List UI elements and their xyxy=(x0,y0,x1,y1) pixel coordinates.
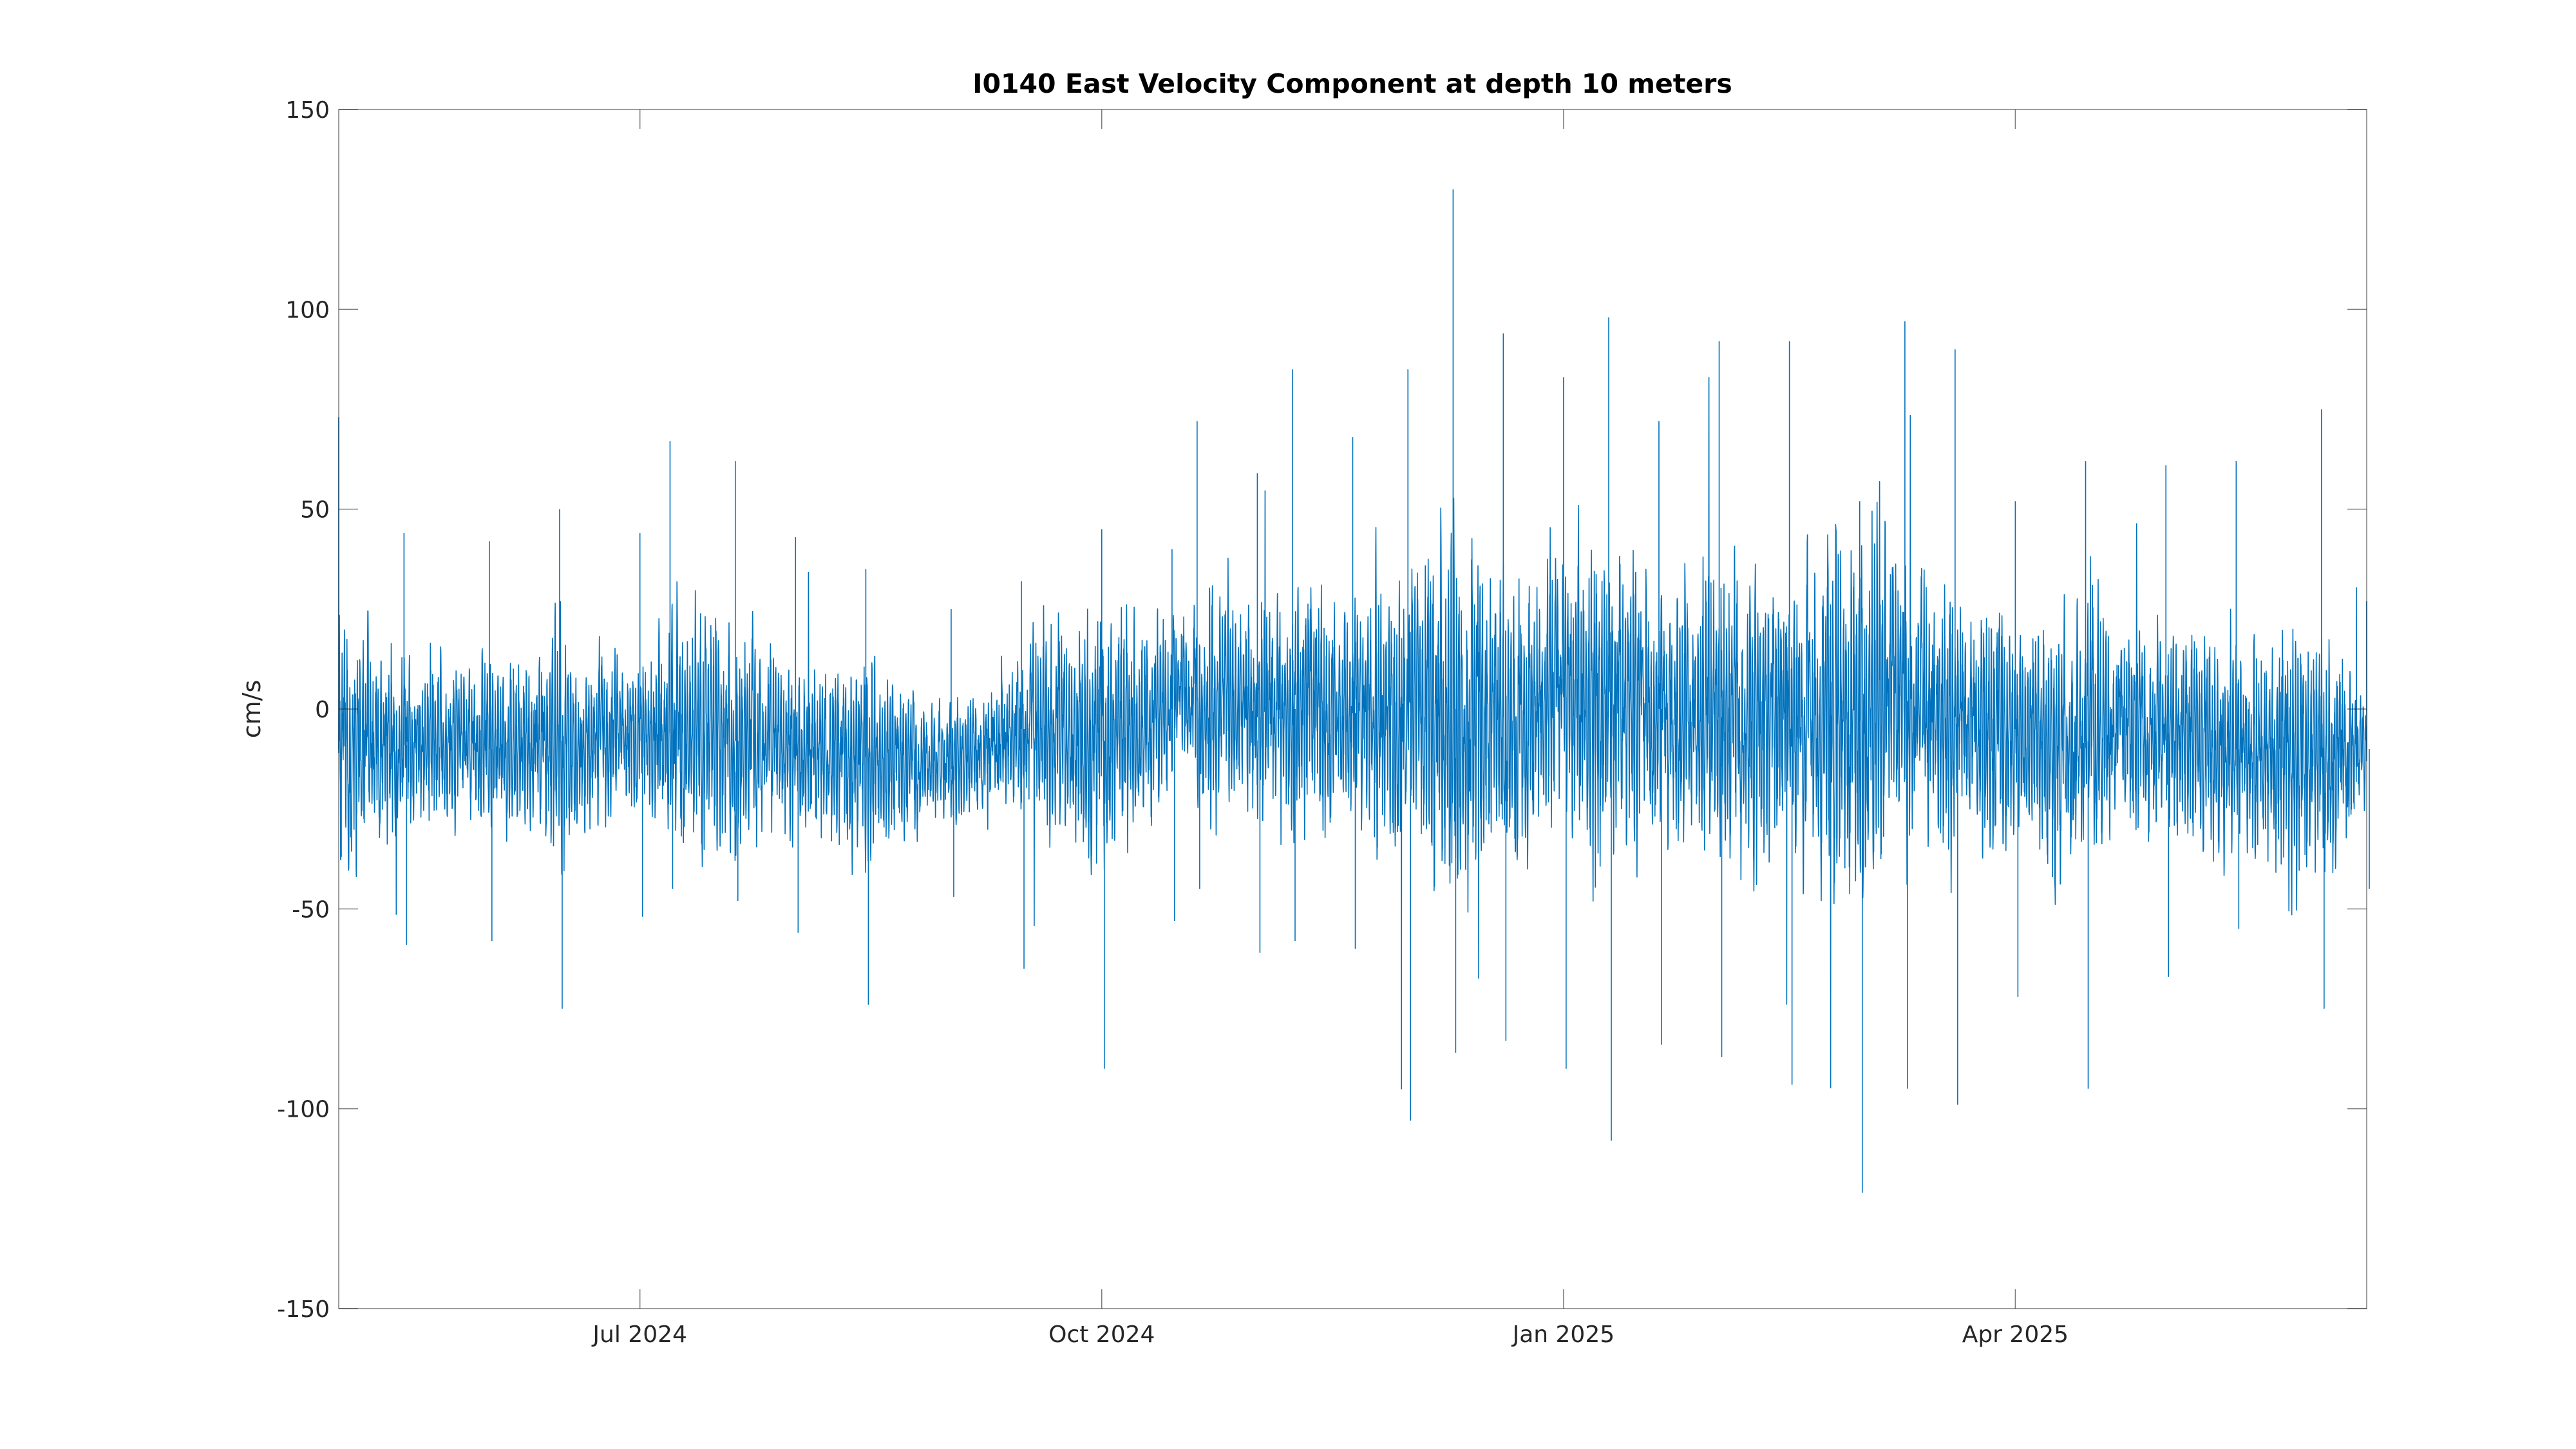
y-tick-label: -150 xyxy=(277,1296,330,1323)
x-tick-label: Apr 2025 xyxy=(1962,1321,2069,1348)
y-axis-label: cm/s xyxy=(238,680,266,739)
y-tick-label: 100 xyxy=(285,297,330,323)
series-layer xyxy=(338,189,2370,1193)
y-tick-label: 50 xyxy=(300,497,330,524)
chart-title: I0140 East Velocity Component at depth 1… xyxy=(972,68,1732,99)
plot-frame xyxy=(338,109,2367,1309)
y-axis: -150 -100 -50 0 50 100 150 xyxy=(277,97,2367,1323)
y-tick-label: 150 xyxy=(285,97,330,124)
y-tick-label: -50 xyxy=(292,896,330,923)
x-axis: Jul 2024 Oct 2024 Jan 2025 Apr 2025 xyxy=(591,109,2069,1348)
y-tick-label: 0 xyxy=(315,697,330,723)
x-tick-label: Jan 2025 xyxy=(1511,1321,1615,1348)
x-tick-label: Oct 2024 xyxy=(1048,1321,1155,1348)
x-tick-label: Jul 2024 xyxy=(591,1321,687,1348)
y-tick-label: -100 xyxy=(277,1097,330,1123)
